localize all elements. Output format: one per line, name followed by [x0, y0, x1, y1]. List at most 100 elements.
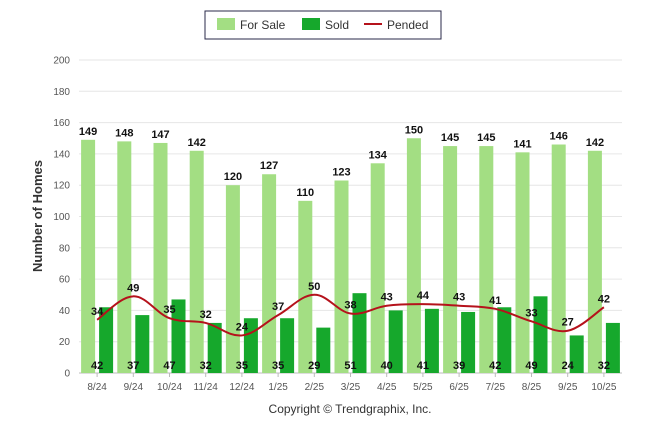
bar-for-sale — [298, 200, 313, 373]
bar-for-sale — [515, 152, 530, 373]
data-label-for-sale: 123 — [332, 167, 350, 179]
data-label-pended: 50 — [308, 281, 320, 293]
data-label-for-sale: 120 — [224, 171, 242, 183]
bar-for-sale — [81, 139, 96, 373]
bar-for-sale — [406, 138, 421, 373]
data-label-pended: 42 — [598, 293, 610, 305]
x-tick-label: 9/24 — [124, 382, 144, 393]
data-label-pended: 35 — [163, 304, 175, 316]
bar-sold — [316, 327, 331, 373]
legend-label-sold: Sold — [325, 18, 349, 32]
x-tick-label: 9/25 — [558, 382, 578, 393]
bar-sold — [388, 310, 403, 373]
x-tick-label: 11/24 — [194, 382, 219, 393]
data-label-for-sale: 146 — [550, 131, 568, 143]
data-label-sold: 40 — [381, 360, 393, 372]
data-label-sold: 32 — [598, 360, 610, 372]
bar-sold — [497, 307, 512, 373]
bar-sold — [461, 311, 476, 373]
data-label-pended: 33 — [525, 307, 537, 319]
x-tick-label: 2/25 — [305, 382, 325, 393]
legend: For Sale Sold Pended — [204, 10, 442, 40]
x-tick-label: 7/25 — [486, 382, 506, 393]
pended-line-group — [96, 293, 605, 337]
bar-sold — [424, 308, 439, 373]
x-tick-label: 6/25 — [449, 382, 469, 393]
legend-swatch-sold — [302, 18, 320, 30]
y-tick-label: 0 — [64, 369, 70, 380]
x-tick-label: 5/25 — [413, 382, 433, 393]
data-label-for-sale: 134 — [369, 149, 388, 161]
data-label-pended: 49 — [127, 282, 139, 294]
data-label-for-sale: 147 — [151, 129, 169, 141]
data-label-pended: 24 — [236, 321, 249, 333]
y-tick-label: 180 — [53, 87, 70, 98]
legend-swatch-for-sale — [217, 18, 235, 30]
x-tick-label: 1/25 — [268, 382, 288, 393]
bar-for-sale — [587, 150, 602, 373]
bar-for-sale — [262, 174, 277, 373]
data-label-sold: 42 — [489, 360, 501, 372]
y-tick-label: 100 — [53, 212, 70, 223]
data-label-pended: 43 — [381, 292, 393, 304]
bar-sold — [171, 299, 186, 373]
data-label-sold: 32 — [200, 360, 212, 372]
bar-for-sale — [189, 150, 204, 373]
x-tick-label: 10/25 — [591, 382, 616, 393]
x-tick-label: 8/24 — [87, 382, 107, 393]
data-label-for-sale: 149 — [79, 126, 97, 138]
data-label-pended: 37 — [272, 301, 284, 313]
y-axis-ticks: 0 20 40 60 80 100 120 140 160 180 200 — [53, 56, 70, 380]
y-tick-label: 200 — [53, 56, 70, 67]
data-label-for-sale: 141 — [513, 138, 531, 150]
bar-sold — [569, 335, 584, 373]
bar-sold — [99, 307, 114, 373]
legend-label-pended: Pended — [387, 18, 428, 32]
bar-for-sale — [334, 180, 349, 373]
data-label-sold: 35 — [272, 360, 284, 372]
bar-for-sale — [117, 141, 132, 373]
data-label-pended: 38 — [344, 300, 356, 312]
data-label-pended: 34 — [91, 306, 104, 318]
data-label-sold: 51 — [344, 360, 356, 372]
y-tick-label: 80 — [59, 243, 71, 254]
data-label-pended: 27 — [562, 317, 574, 329]
data-label-for-sale: 145 — [477, 132, 495, 144]
y-tick-label: 160 — [53, 118, 70, 129]
data-label-sold: 29 — [308, 360, 320, 372]
bar-for-sale — [153, 142, 168, 373]
bar-sold — [207, 322, 222, 373]
y-axis-title: Number of Homes — [30, 160, 45, 272]
bar-for-sale — [551, 144, 566, 373]
data-label-sold: 35 — [236, 360, 248, 372]
data-label-pended: 32 — [200, 309, 212, 321]
data-label-sold: 42 — [91, 360, 103, 372]
data-label-for-sale: 150 — [405, 124, 423, 136]
data-label-sold: 39 — [453, 360, 465, 372]
bar-sold — [135, 315, 150, 373]
data-label-sold: 49 — [525, 360, 537, 372]
x-axis-ticks: 8/24 9/24 10/24 11/24 12/24 1/25 2/25 3/25 4/25 5… — [87, 373, 617, 393]
copyright: Copyright © Trendgraphix, Inc. — [269, 402, 432, 416]
data-label-for-sale: 145 — [441, 132, 459, 144]
x-tick-label: 10/24 — [157, 382, 182, 393]
y-tick-label: 20 — [59, 337, 71, 348]
y-tick-label: 60 — [59, 275, 71, 286]
data-label-for-sale: 110 — [296, 187, 314, 199]
legend-box — [204, 10, 442, 40]
data-label-sold: 47 — [163, 360, 175, 372]
data-label-for-sale: 148 — [115, 127, 133, 139]
data-label-pended: 41 — [489, 295, 501, 307]
bar-for-sale — [443, 146, 458, 373]
data-label-sold: 37 — [127, 360, 139, 372]
x-tick-label: 8/25 — [522, 382, 542, 393]
bar-for-sale — [225, 185, 240, 373]
legend-label-for-sale: For Sale — [240, 18, 286, 32]
x-tick-label: 12/24 — [229, 382, 254, 393]
x-tick-label: 3/25 — [341, 382, 361, 393]
data-label-sold: 41 — [417, 360, 429, 372]
data-label-pended: 44 — [417, 290, 430, 302]
pended-line — [96, 293, 605, 337]
y-tick-label: 120 — [53, 181, 70, 192]
